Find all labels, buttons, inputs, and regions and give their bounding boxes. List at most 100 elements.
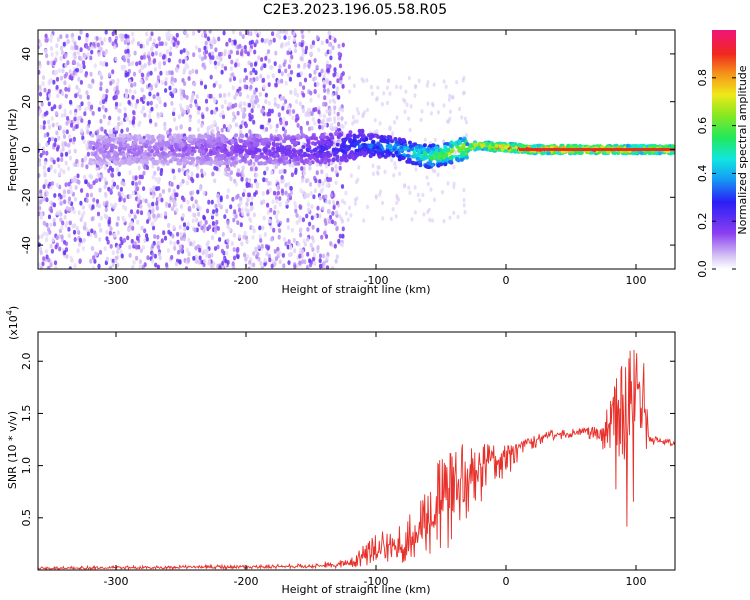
- spectrogram-cell: [60, 113, 64, 118]
- spectrogram-cell: [183, 226, 187, 232]
- spectrogram-cell: [122, 217, 126, 223]
- spectrogram-cell: [125, 117, 129, 122]
- spectrogram-cell: [234, 214, 238, 219]
- spectrogram-cell: [348, 89, 352, 94]
- spectrogram-cell: [115, 249, 120, 255]
- spectrogram-cell: [407, 159, 412, 164]
- spectrogram-cell: [90, 246, 94, 251]
- spectrogram-cell: [452, 164, 456, 170]
- spectrogram-cell: [437, 154, 442, 159]
- spectrogram-cell: [301, 48, 305, 54]
- spectrogram-cell: [314, 107, 318, 112]
- spectrogram-cell: [316, 227, 320, 233]
- spectrogram-cell: [172, 133, 177, 138]
- spectrogram-cell: [112, 204, 116, 210]
- spectrogram-cell: [165, 161, 170, 166]
- spectrogram-cell: [266, 49, 271, 54]
- spectrogram-cell: [413, 185, 417, 190]
- spectrogram-cell: [300, 253, 304, 259]
- spectrogram-cell: [203, 65, 207, 70]
- spectrogram-cell: [80, 101, 84, 107]
- spectrogram-cell: [134, 104, 138, 110]
- spectrogram-cell: [313, 82, 317, 87]
- spectrogram-cell: [323, 122, 327, 128]
- spectrogram-cell: [306, 227, 310, 232]
- spectrogram-cell: [448, 160, 453, 164]
- spectrogram-cell: [164, 81, 168, 86]
- spectrogram-cell: [112, 95, 116, 101]
- spectrogram-cell: [325, 255, 329, 261]
- spectrogram-cell: [579, 150, 584, 155]
- spectrogram-cell: [349, 150, 354, 155]
- spectrogram-cell: [55, 235, 59, 241]
- spectrogram-cell: [88, 204, 92, 209]
- spectrogram-cell: [200, 33, 204, 38]
- spectrogram-cell: [231, 103, 235, 109]
- spectrogram-cell: [186, 199, 190, 205]
- spectrogram-cell: [170, 70, 174, 76]
- spectrogram-cell: [42, 231, 46, 237]
- spectrogram-cell: [206, 160, 211, 165]
- spectrogram-cell: [322, 83, 326, 89]
- spectrogram-cell: [302, 85, 306, 90]
- spectrogram-cell: [226, 224, 230, 229]
- spectrogram-cell: [68, 266, 72, 269]
- spectrogram-cell: [188, 126, 192, 132]
- spectrogram-cell: [273, 101, 277, 107]
- spectrogram-cell: [76, 62, 80, 67]
- spectrogram-cell: [299, 232, 303, 238]
- spectrogram-cell: [90, 216, 94, 222]
- spectrogram-cell: [303, 241, 307, 247]
- spectrogram-cell: [347, 154, 351, 159]
- spectrogram-cell: [234, 122, 238, 128]
- spectrogram-cell: [232, 217, 236, 223]
- spectrogram-cell: [320, 145, 325, 150]
- spectrogram-cell: [63, 250, 67, 256]
- spectrogram-cell: [253, 89, 257, 95]
- spectrogram-cell: [54, 111, 59, 116]
- spectrogram-cell: [324, 194, 328, 200]
- spectrogram-cell: [75, 84, 79, 90]
- spectrogram-cell: [128, 88, 132, 94]
- spectrogram-cell: [418, 163, 423, 168]
- spectrogram-cell: [41, 81, 45, 87]
- spectrogram-cell: [220, 69, 224, 75]
- spectrogram-cell: [128, 212, 132, 218]
- spectrogram-cell: [124, 206, 128, 212]
- spectrogram-cell: [62, 193, 66, 199]
- spectrogram-cell: [250, 146, 255, 151]
- spectrogram-cell: [155, 80, 159, 85]
- spectrogram-cell: [250, 108, 254, 114]
- spectrogram-cell: [170, 157, 175, 162]
- spectrogram-cell: [297, 241, 301, 247]
- spectrogram-cell: [73, 41, 77, 46]
- spectrogram-cell: [119, 236, 123, 242]
- spectrogram-cell: [287, 239, 291, 245]
- spectrogram-cell: [85, 90, 89, 96]
- spectrogram-cell: [141, 138, 146, 143]
- spectrogram-cell: [294, 208, 298, 214]
- spectrogram-cell: [177, 152, 182, 157]
- spectrogram-cell: [165, 70, 169, 76]
- spectrogram-cell: [105, 236, 109, 242]
- spectrogram-cell: [323, 230, 327, 236]
- spectrogram-cell: [286, 225, 290, 231]
- spectrogram-cell: [199, 161, 204, 166]
- spectrogram-cell: [276, 246, 280, 252]
- spectrogram-cell: [431, 143, 436, 148]
- spectrogram-cell: [59, 168, 63, 173]
- spectrogram-cell: [186, 50, 190, 56]
- spectrogram-cell: [53, 142, 57, 148]
- spectrogram-cell: [170, 206, 174, 212]
- spectrogram-cell: [336, 78, 340, 84]
- spectrogram-cell: [57, 135, 61, 141]
- spectrogram-cell: [85, 125, 89, 131]
- spectrogram-cell: [239, 200, 243, 206]
- spectrogram-cell: [312, 252, 317, 258]
- spectrogram-cell: [552, 150, 557, 155]
- spectrogram-cell: [362, 143, 367, 147]
- spectrogram-cell: [319, 189, 323, 194]
- spectrogram-cell: [87, 101, 91, 107]
- spectrogram-cell: [38, 205, 42, 211]
- spectrogram-cell: [75, 45, 79, 51]
